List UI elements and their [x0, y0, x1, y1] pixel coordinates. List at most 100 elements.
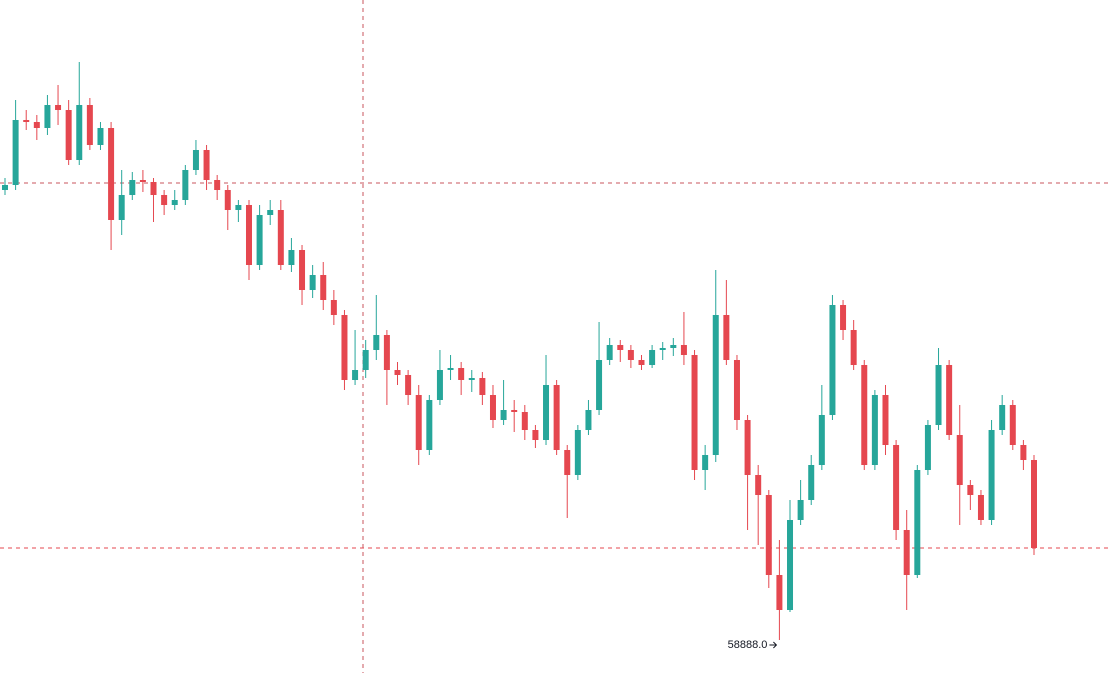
candle-body	[171, 200, 178, 205]
candle-body	[617, 345, 624, 350]
candle-body	[744, 420, 751, 475]
candle-body	[500, 410, 507, 420]
candle-body	[436, 370, 443, 400]
candle-body	[511, 410, 518, 412]
candle-body	[999, 405, 1006, 430]
candle-body	[362, 350, 369, 370]
candle-body	[76, 105, 83, 160]
candle-body	[946, 365, 953, 435]
candle-body	[596, 360, 603, 410]
candle-body	[161, 195, 168, 205]
candle-body	[203, 150, 210, 180]
candle-body	[733, 360, 740, 420]
candle-body	[129, 180, 136, 195]
candle-body	[776, 575, 783, 610]
candle-body	[924, 425, 931, 470]
candle-body	[882, 395, 889, 445]
candle-body	[903, 530, 910, 575]
candle-body	[468, 378, 475, 380]
candle-body	[829, 305, 836, 415]
candle-body	[1009, 405, 1016, 445]
candle-body	[23, 120, 30, 122]
candle-body	[2, 185, 8, 190]
candle-body	[564, 450, 571, 475]
candle-body	[574, 430, 581, 475]
candle-body	[44, 105, 51, 128]
candle-body	[649, 350, 656, 365]
candle-body	[638, 360, 645, 365]
candle-body	[967, 485, 974, 495]
candle-body	[447, 368, 454, 370]
candle-body	[330, 300, 337, 315]
candle-body	[532, 430, 539, 440]
candle-body	[627, 350, 634, 360]
candle-body	[489, 395, 496, 420]
candle-body	[787, 520, 794, 610]
candle-body	[585, 410, 592, 430]
candle-body	[256, 215, 263, 265]
candle-body	[108, 128, 115, 220]
candle-body	[543, 385, 550, 440]
candle-body	[150, 182, 157, 195]
candle-body	[797, 500, 804, 520]
candle-body	[850, 330, 857, 365]
candle-body	[373, 335, 380, 350]
candle-body	[299, 250, 306, 290]
candle-body	[267, 210, 274, 215]
candle-body	[383, 335, 390, 370]
candle-body	[65, 110, 72, 160]
candle-body	[214, 180, 221, 190]
candle-body	[12, 120, 19, 185]
candle-body	[871, 395, 878, 465]
candle-body	[288, 250, 295, 265]
candle-body	[935, 365, 942, 425]
candle-body	[309, 275, 316, 290]
candle-body	[914, 470, 921, 575]
candle-body	[712, 315, 719, 455]
candle-body	[606, 345, 613, 360]
candle-body	[765, 495, 772, 575]
candle-body	[182, 170, 189, 200]
candle-body	[893, 445, 900, 530]
candle-body	[702, 455, 709, 470]
candle-body	[808, 465, 815, 500]
candle-body	[394, 370, 401, 375]
candle-body	[755, 475, 762, 495]
candle-body	[55, 105, 62, 110]
candle-body	[341, 315, 348, 380]
candle-body	[97, 128, 104, 145]
candle-body	[659, 348, 666, 350]
candle-body	[320, 275, 327, 300]
candle-body	[988, 430, 995, 520]
candle-body	[670, 345, 677, 348]
candle-body	[691, 355, 698, 470]
candle-body	[352, 370, 359, 380]
candle-body	[479, 378, 486, 395]
candle-body	[723, 315, 730, 360]
candle-body	[458, 368, 465, 380]
candle-body	[840, 305, 847, 330]
candle-body	[1031, 460, 1037, 548]
candle-body	[139, 180, 146, 182]
candle-body	[1020, 445, 1027, 460]
low-price-arrow	[769, 641, 778, 649]
candle-body	[277, 210, 284, 265]
low-price-label: 58888.0	[728, 639, 768, 651]
candle-body	[33, 122, 40, 128]
candle-body	[680, 345, 687, 355]
candle-body	[818, 415, 825, 465]
candle-body	[245, 205, 252, 265]
candle-body	[86, 105, 93, 145]
candle-body	[415, 395, 422, 450]
candle-body	[977, 495, 984, 520]
candle-body	[426, 400, 433, 450]
candle-body	[118, 195, 125, 220]
candle-body	[861, 365, 868, 465]
candle-body	[521, 412, 528, 430]
candle-body	[224, 190, 231, 210]
candle-body	[192, 150, 199, 170]
candle-body	[405, 375, 412, 395]
candle-body	[956, 435, 963, 485]
